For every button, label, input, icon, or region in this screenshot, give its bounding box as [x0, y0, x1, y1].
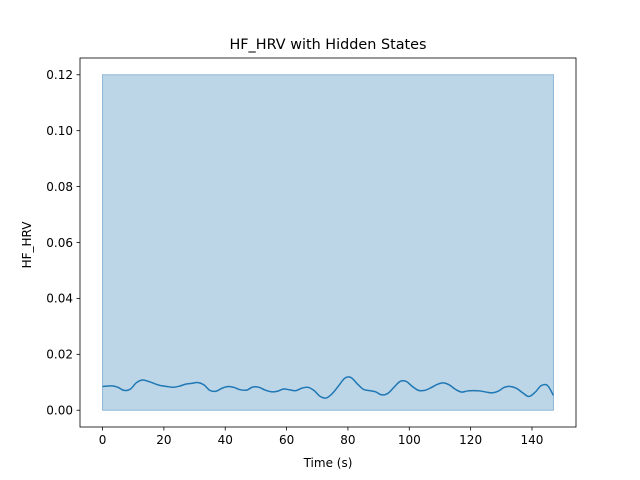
y-axis: 0.00 0.02 0.04 0.06 0.08 0.10 0.12 [46, 68, 80, 418]
x-tick-label: 60 [279, 433, 294, 447]
y-axis-title: HF_HRV [20, 221, 34, 269]
y-tick-label: 0.10 [46, 124, 73, 138]
plot-area [79, 57, 577, 428]
y-tick-label: 0.04 [46, 292, 73, 306]
y-tick-label: 0.08 [46, 180, 73, 194]
series-line-0 [102, 376, 555, 399]
x-axis-title: Time (s) [303, 456, 353, 470]
chart-title: HF_HRV with Hidden States [229, 37, 426, 53]
y-tick-label: 0.00 [46, 404, 73, 418]
x-axis: 0 20 40 60 80 100 120 140 [99, 427, 544, 447]
x-tick-label: 20 [156, 433, 171, 447]
y-tick-label: 0.06 [46, 236, 73, 250]
x-tick-label: 100 [398, 433, 421, 447]
x-tick-label: 140 [521, 433, 544, 447]
x-tick-label: 80 [340, 433, 355, 447]
y-tick-label: 0.02 [46, 348, 73, 362]
x-tick-label: 40 [218, 433, 233, 447]
y-tick-label: 0.12 [46, 68, 73, 82]
x-tick-label: 120 [459, 433, 482, 447]
hidden-state-band [102, 74, 554, 411]
x-tick-label: 0 [99, 433, 107, 447]
